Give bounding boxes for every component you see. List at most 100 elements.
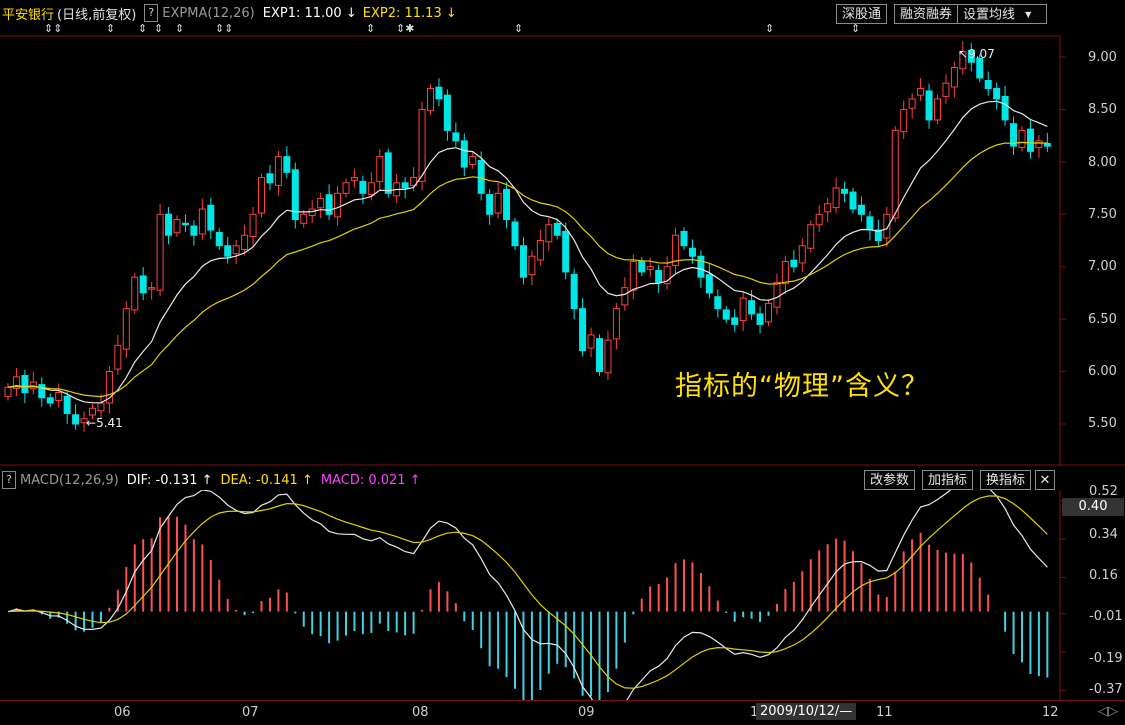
candle-body (334, 192, 342, 218)
candle-body (97, 402, 105, 412)
candle-body (181, 222, 189, 226)
candle-body (528, 255, 536, 276)
candle-body (1010, 123, 1018, 147)
candle-body (1026, 128, 1034, 152)
macd-indicator-name[interactable]: MACD(12,26,9) (20, 472, 119, 488)
candle-body (621, 287, 629, 306)
date-axis: 06 07 08 09 1 11 12 2009/10/12/— ◁▷ (0, 700, 1125, 725)
candle-body (427, 87, 434, 112)
stock-name[interactable]: 平安银行 (2, 7, 55, 23)
macd-tick: 0.34 (1089, 527, 1118, 542)
main-chart-header: 平安银行 (日线,前复权) ? EXPMA(12,26) EXP1: 11.00… (2, 0, 465, 26)
dea-value: DEA: -0.141 ↑ (220, 472, 313, 488)
candle-body (536, 240, 544, 261)
candle-body (697, 255, 705, 278)
candle-body (190, 225, 198, 236)
chevron-down-icon: ▼ (1025, 10, 1032, 19)
price-tick: 9.00 (1088, 50, 1117, 65)
candle-body (917, 87, 925, 96)
candle-body (173, 219, 181, 234)
event-marker-icon[interactable]: ⇕ (154, 22, 164, 35)
close-indicator-button[interactable]: ✕ (1035, 470, 1055, 490)
event-marker-icon[interactable]: ⇕⇕ (44, 22, 63, 35)
set-moving-average-button[interactable]: 设置均线 ▼ (957, 4, 1047, 24)
candle-body (731, 317, 739, 325)
event-marker-icon[interactable]: ⇕⇕ (215, 22, 234, 35)
event-marker-icon[interactable]: ⇕ (138, 22, 148, 35)
candle-body (114, 344, 122, 370)
candle-body (325, 194, 333, 215)
high-price-value: 9.07 (968, 47, 995, 61)
price-chart[interactable] (0, 0, 1125, 466)
event-markers: ⇕⇕ ⇕ ⇕ ⇕ ⇕ ⇕⇕ ⇕ ⇕✱ ⇕ ⇕ ⇕ (0, 22, 1060, 36)
macd-current-value-badge: 0.40 (1062, 498, 1124, 516)
candle-body (832, 187, 840, 209)
event-marker-icon[interactable]: ⇕ (514, 22, 524, 35)
shenzhen-connect-button[interactable]: 深股通 (836, 4, 888, 24)
arrow-up-icon: ↑ (409, 472, 421, 488)
candle-body (579, 308, 587, 352)
candle-body (612, 308, 620, 340)
candle-body (967, 49, 975, 63)
candle-body (663, 266, 671, 285)
indicator-name[interactable]: EXPMA(12,26) (162, 5, 255, 21)
candle-body (908, 98, 916, 109)
low-price-marker: ←5.41 (86, 416, 123, 430)
price-tick: 6.50 (1088, 312, 1117, 327)
date-tick: 11 (876, 705, 893, 720)
switch-indicator-button[interactable]: 换指标 (980, 470, 1032, 490)
candle-body (857, 204, 865, 215)
set-ma-label: 设置均线 (963, 7, 1016, 23)
candle-body (773, 281, 781, 308)
candle-body (993, 87, 1001, 100)
macd-tick: -0.01 (1089, 609, 1123, 624)
candle-body (1043, 142, 1051, 147)
candle-body (258, 177, 265, 214)
arrow-up-icon: ↑ (201, 472, 213, 488)
candle-body (350, 177, 358, 181)
event-marker-icon[interactable]: ⇕ (175, 22, 185, 35)
candle-body (748, 300, 756, 315)
price-tick: 7.50 (1088, 207, 1117, 222)
exp1-value: EXP1: 11.00 ↓ (262, 5, 357, 21)
candle-body (891, 129, 899, 219)
candle-body (984, 79, 992, 89)
candle-body (672, 234, 680, 266)
period-info: (日线,前复权) (57, 7, 137, 23)
event-marker-icon[interactable]: ⇕ (106, 22, 116, 35)
macd-chart[interactable] (0, 490, 1125, 700)
arrow-down-icon: ↓ (445, 5, 457, 21)
candle-body (410, 177, 418, 187)
candle-body (900, 108, 908, 133)
candle-body (756, 313, 764, 325)
candle-body (249, 213, 257, 238)
candle-body (241, 234, 249, 251)
close-icon: ✕ (1039, 473, 1051, 488)
candle-body (815, 213, 823, 226)
candle-body (401, 182, 409, 189)
help-icon[interactable]: ? (144, 4, 159, 22)
candle-body (165, 213, 173, 236)
event-marker-icon[interactable]: ⇕✱ (396, 22, 415, 35)
help-icon[interactable]: ? (2, 471, 16, 489)
scroll-icon[interactable]: ◁▷ (1098, 704, 1118, 719)
candle-body (545, 224, 553, 243)
candle-body (148, 287, 156, 290)
change-parameters-button[interactable]: 改参数 (864, 470, 916, 490)
candle-body (1018, 129, 1026, 148)
arrow-icon: ← (86, 416, 97, 430)
event-marker-icon[interactable]: ⇕ (366, 22, 376, 35)
price-tick: 7.00 (1088, 259, 1117, 274)
candle-body (80, 418, 88, 424)
candle-body (207, 204, 215, 231)
candle-body (46, 397, 54, 404)
candle-body (798, 245, 806, 264)
candle-body (646, 266, 654, 270)
exp2-value: EXP2: 11.13 ↓ (362, 5, 457, 21)
event-marker-icon[interactable]: ⇕ (765, 22, 775, 35)
candle-body (680, 230, 688, 247)
event-marker-icon[interactable]: ⇕ (851, 22, 861, 35)
high-price-marker: ↖9.07 (958, 47, 995, 61)
add-indicator-button[interactable]: 加指标 (922, 470, 974, 490)
price-tick: 5.50 (1088, 416, 1117, 431)
